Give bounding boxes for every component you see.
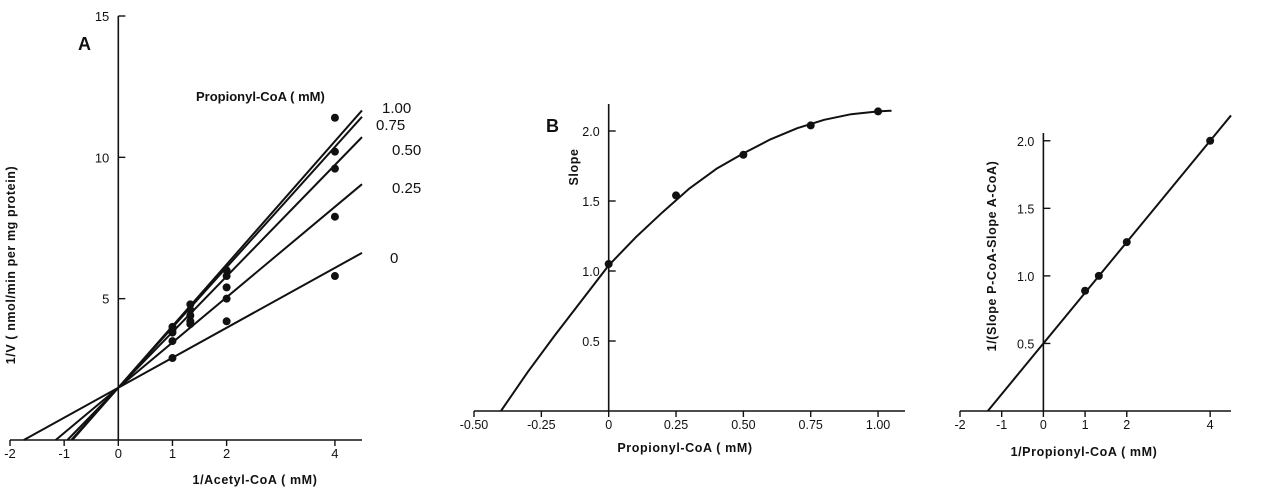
panel-c-x-axis-label: 1/Propionyl-CoA ( mM) xyxy=(1011,445,1158,459)
data-point xyxy=(806,121,815,130)
panel-b-y-axis-label: Slope xyxy=(567,148,581,185)
x-tick-label: 4 xyxy=(331,446,338,461)
series-label: 1.00 xyxy=(382,100,411,117)
data-point-0.50 xyxy=(330,164,339,173)
x-tick-label: 1.00 xyxy=(866,418,890,432)
y-tick-label: 15 xyxy=(95,9,109,24)
panel-b-x-axis-label: Propionyl-CoA ( mM) xyxy=(617,441,752,455)
y-tick-label: 0.5 xyxy=(582,335,599,349)
x-tick-label: 2 xyxy=(1123,418,1130,432)
x-tick-label: 4 xyxy=(1207,418,1214,432)
x-tick-label: 0 xyxy=(1040,418,1047,432)
data-point-1.00 xyxy=(330,113,339,122)
x-tick-label: -1 xyxy=(996,418,1007,432)
data-point xyxy=(1206,136,1215,145)
panel-b-plot: -0.50 -0.25 0 0.25 0.50 0.75 1.00 0.5 1.0 1.5 2.0 xyxy=(460,104,905,432)
series-label: 0.50 xyxy=(392,142,421,159)
y-tick-label: 2.0 xyxy=(582,125,599,139)
data-point-0.75 xyxy=(330,147,339,156)
data-point-1.00 xyxy=(168,322,177,331)
x-tick-label: 1 xyxy=(1082,418,1089,432)
panel-a-legend-title: Propionyl-CoA ( mM) xyxy=(196,89,325,104)
panel-c-y-axis-label: 1/(Slope P-CoA-Slope A-CoA) xyxy=(985,161,999,352)
data-point xyxy=(739,150,748,159)
x-tick-label: 0.25 xyxy=(664,418,688,432)
data-point xyxy=(604,260,613,268)
y-tick-label: 1.0 xyxy=(582,265,599,279)
data-point xyxy=(1094,271,1103,280)
y-tick-label: 1.0 xyxy=(1017,270,1034,284)
data-point-0 xyxy=(168,354,177,363)
x-tick-label: 2 xyxy=(223,446,230,461)
panel-a-y-axis-label: 1/V ( nmol/min per mg protein) xyxy=(4,166,18,365)
x-tick-label: 0.50 xyxy=(731,418,755,432)
panel-a-letter: A xyxy=(78,34,91,54)
data-point-0.50 xyxy=(186,311,195,320)
series-line-1.00 xyxy=(71,109,363,441)
data-point-0.75 xyxy=(222,272,231,281)
x-tick-label: -2 xyxy=(4,446,16,461)
data-point-0.25 xyxy=(222,294,231,303)
x-tick-label: 0.75 xyxy=(799,418,823,432)
y-tick-label: 0.5 xyxy=(1017,337,1034,351)
data-point xyxy=(874,107,883,116)
data-point-1.00 xyxy=(222,266,231,275)
data-point-0.50 xyxy=(222,283,231,292)
x-tick-label: 0 xyxy=(605,418,612,432)
y-tick-label: 10 xyxy=(95,150,109,165)
data-point xyxy=(672,191,681,200)
data-point-0 xyxy=(330,272,339,281)
data-point-0.25 xyxy=(330,212,339,221)
data-point xyxy=(1122,238,1131,247)
y-tick-label: 5 xyxy=(102,292,109,307)
series-line-0.25 xyxy=(55,183,363,441)
slope-curve xyxy=(500,109,892,412)
x-tick-label: 0 xyxy=(115,446,122,461)
x-tick-label: 1 xyxy=(169,446,176,461)
panel-a-plot: -2 -1 0 1 2 4 5 10 15 0 0.25 0.50 0.751.00 xyxy=(4,9,421,461)
x-tick-label: -0.50 xyxy=(460,418,489,432)
regression-line xyxy=(987,114,1232,412)
x-tick-label: -1 xyxy=(58,446,70,461)
panel-a-x-axis-label: 1/Acetyl-CoA ( mM) xyxy=(193,473,318,487)
data-point-0 xyxy=(222,317,231,326)
x-tick-label: -0.25 xyxy=(527,418,556,432)
data-point-1.00 xyxy=(186,300,195,309)
y-tick-label: 1.5 xyxy=(582,195,599,209)
panel-b-letter: B xyxy=(546,116,559,136)
data-point-0.25 xyxy=(186,317,195,326)
y-tick-label: 2.0 xyxy=(1017,135,1034,149)
series-label: 0 xyxy=(390,250,398,267)
series-label: 0.25 xyxy=(392,180,421,197)
panel-c-plot: -2 -1 0 1 2 4 0.5 1.0 1.5 2.0 xyxy=(954,114,1232,432)
x-tick-label: -2 xyxy=(954,418,965,432)
series-line-0 xyxy=(23,251,363,441)
data-point xyxy=(1081,286,1090,295)
series-label: 0.75 xyxy=(376,117,405,134)
data-point-0.25 xyxy=(168,337,177,346)
y-tick-label: 1.5 xyxy=(1017,202,1034,216)
